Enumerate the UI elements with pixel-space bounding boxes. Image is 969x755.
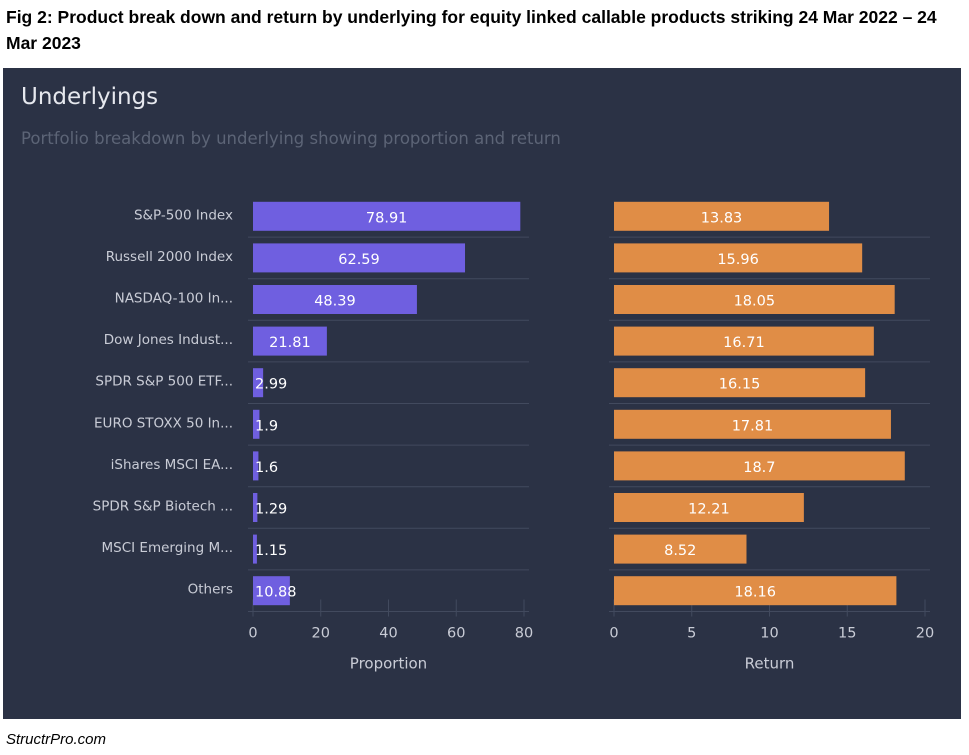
return-tick-label: 20 [916,626,934,642]
chart-panel: Underlyings Portfolio breakdown by under… [3,68,961,719]
proportion-bar-value-label: 2.99 [255,377,287,393]
category-label: NASDAQ-100 In... [115,291,233,307]
proportion-tick-label: 60 [447,626,465,642]
return-tick-label: 0 [609,626,618,642]
proportion-tick-label: 20 [312,626,330,642]
proportion-tick-label: 80 [515,626,533,642]
return-bar-value-label: 13.83 [701,210,743,226]
proportion-bar [253,493,258,522]
category-label: Dow Jones Indust... [104,332,233,348]
return-bar-value-label: 17.81 [732,418,774,434]
proportion-bar [253,368,264,398]
panel-title: Underlyings [21,84,159,110]
return-bar [614,409,891,439]
category-label: Others [188,582,233,598]
footer-source: StructrPro.com [6,731,107,748]
proportion-bar-value-label: 1.9 [255,418,278,434]
return-tick-label: 10 [760,626,778,642]
category-label: SPDR S&P Biotech ... [93,499,233,515]
proportion-bar [253,201,521,231]
return-axis-title: Return [745,655,795,673]
proportion-bar-value-label: 48.39 [314,294,356,310]
proportion-bar [253,285,417,314]
return-bar-value-label: 16.15 [719,377,761,393]
proportion-bar [253,576,290,606]
return-bar-value-label: 18.16 [734,585,776,601]
proportion-bar [253,326,327,356]
proportion-axis-title: Proportion [350,655,427,673]
return-bar [614,534,747,564]
panel-subtitle: Portfolio breakdown by underlying showin… [21,129,561,148]
return-bar [614,493,804,522]
proportion-bar [253,409,260,439]
return-bar-value-label: 16.71 [723,335,765,351]
category-label: Russell 2000 Index [106,249,233,265]
return-bar [614,201,830,231]
proportion-tick-label: 40 [379,626,397,642]
category-label: S&P-500 Index [134,207,233,223]
return-bar [614,243,863,273]
category-label: MSCI Emerging M... [102,540,233,556]
category-label: iShares MSCI EA... [111,457,233,473]
proportion-bar [253,243,466,273]
figure-title: Fig 2: Product break down and return by … [6,7,937,53]
return-bar-value-label: 18.7 [743,460,775,476]
proportion-bar [253,534,257,564]
proportion-bar-value-label: 62.59 [338,252,380,268]
return-tick-label: 15 [838,626,856,642]
proportion-bar-value-label: 1.29 [255,502,287,518]
bar-charts: 0 20 40 60 80 Proportion S&P-500 Index Russell … [93,201,934,673]
proportion-bar-value-label: 21.81 [269,335,311,351]
return-bar-value-label: 12.21 [688,502,730,518]
proportion-bar-value-label: 78.91 [366,210,408,226]
proportion-bar-value-label: 1.6 [255,460,278,476]
proportion-tick-label: 0 [248,626,257,642]
proportion-bar-value-label: 1.15 [255,543,287,559]
return-bar [614,576,897,606]
category-label: EURO STOXX 50 In... [94,415,233,431]
proportion-bar-value-label: 10.88 [255,585,297,601]
return-bar-value-label: 8.52 [664,543,696,559]
category-label: SPDR S&P 500 ETF... [95,374,233,390]
proportion-bar [253,451,259,481]
return-tick-label: 5 [687,626,696,642]
return-bar [614,326,874,356]
return-bar-value-label: 15.96 [717,252,759,268]
return-bar [614,368,866,398]
return-bar [614,285,895,314]
return-bar [614,451,905,481]
return-bar-value-label: 18.05 [734,294,776,310]
